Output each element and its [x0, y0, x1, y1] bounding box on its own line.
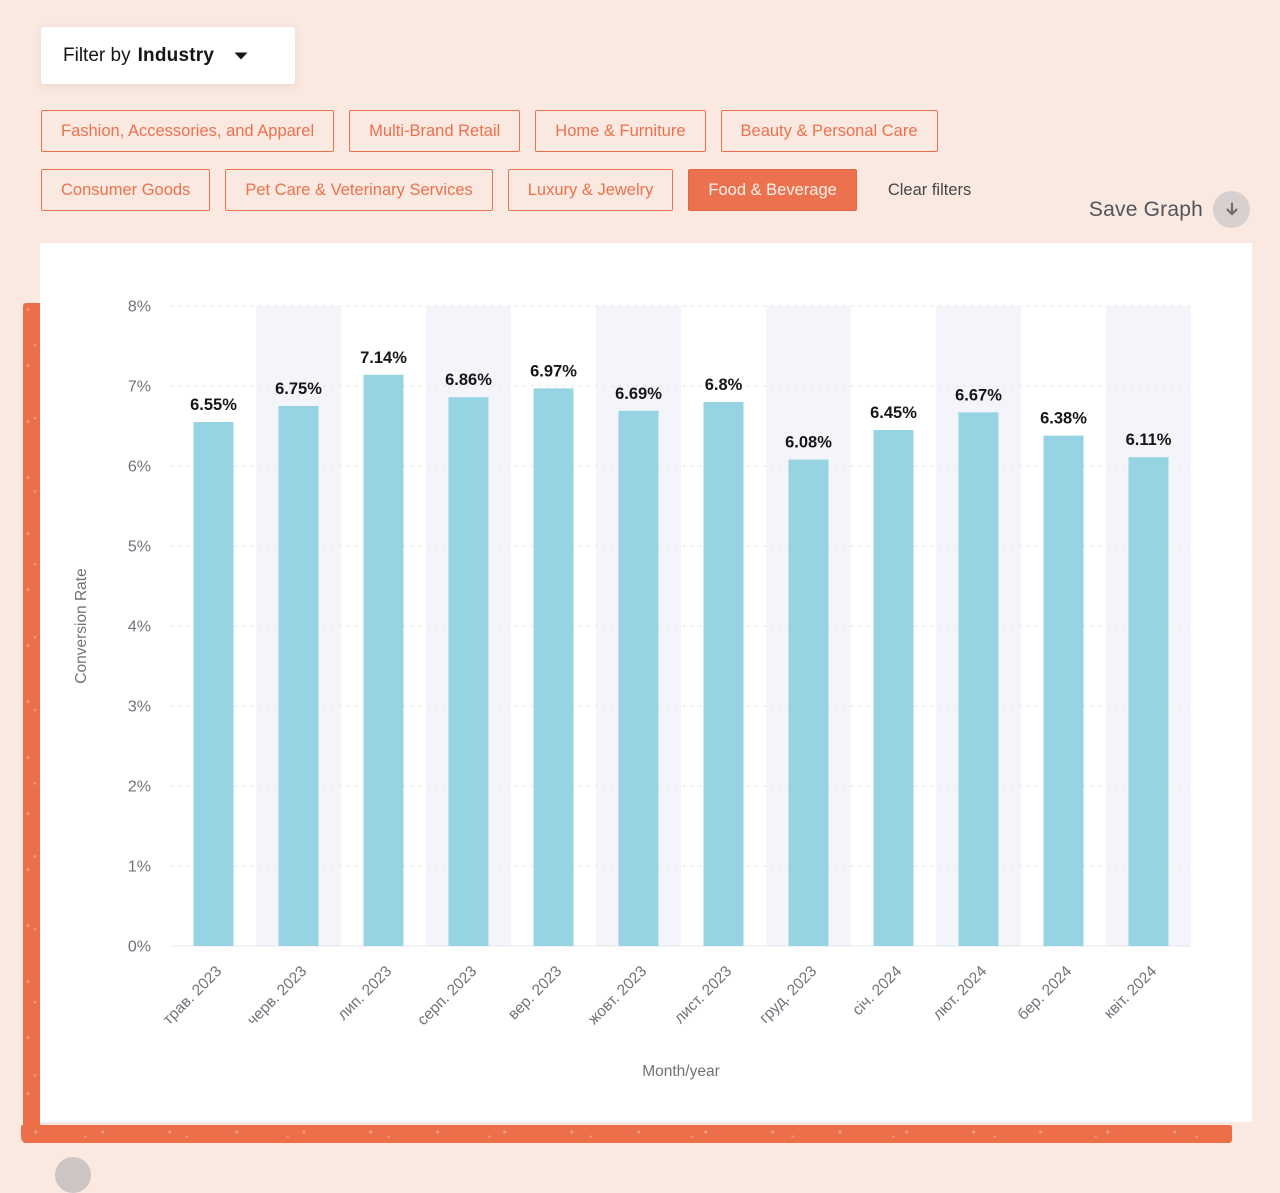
x-tick-label: лист. 2023: [671, 963, 735, 1027]
y-tick-label: 5%: [128, 539, 151, 556]
filter-chip-food-beverage[interactable]: Food & Beverage: [688, 169, 857, 211]
chart-card: 0% 1% 2% 3% 4% 5% 6% 7% 8% 6.55% трав. 2023 6.75% че…: [40, 243, 1252, 1122]
bar-value-label: 6.45%: [870, 404, 917, 422]
bar[interactable]: [958, 412, 999, 946]
download-arrow-icon: [1223, 201, 1241, 219]
bar-value-label: 6.67%: [955, 386, 1002, 404]
bar-value-label: 6.38%: [1040, 410, 1087, 428]
bar-value-label: 7.14%: [360, 349, 407, 367]
bar[interactable]: [873, 430, 914, 946]
bar-value-label: 6.08%: [785, 434, 832, 452]
y-tick-label: 4%: [128, 619, 151, 636]
brush-stroke-bottom: [21, 1125, 1232, 1143]
bar-value-label: 6.97%: [530, 362, 577, 380]
x-tick-label: січ. 2024: [849, 963, 905, 1019]
bar[interactable]: [363, 374, 404, 946]
bar-value-label: 6.55%: [190, 396, 237, 414]
save-graph-download-button[interactable]: [1213, 191, 1250, 228]
bar-value-label: 6.75%: [275, 380, 322, 398]
clear-filters-button[interactable]: Clear filters: [887, 180, 972, 199]
bar[interactable]: [703, 402, 744, 946]
filter-chip-pet-care-veterinary-services[interactable]: Pet Care & Veterinary Services: [225, 169, 493, 211]
y-tick-label: 3%: [128, 699, 151, 716]
filter-chip-luxury-jewelry[interactable]: Luxury & Jewelry: [507, 169, 674, 211]
y-tick-label: 7%: [128, 379, 151, 396]
save-graph-label: Save Graph: [1088, 197, 1203, 221]
y-axis-title: Conversion Rate: [73, 568, 90, 683]
x-tick-label: груд. 2023: [756, 963, 820, 1027]
filter-chip-beauty-personal-care[interactable]: Beauty & Personal Care: [720, 110, 938, 152]
page: Filter by Industry Fashion, Accessories,…: [21, 27, 1252, 1193]
bar[interactable]: [193, 422, 234, 946]
x-tick-label: лют. 2024: [930, 963, 991, 1024]
filter-by-value: Industry: [137, 44, 215, 66]
chat-widget-button[interactable]: [55, 1157, 91, 1193]
bar[interactable]: [788, 459, 829, 946]
conversion-rate-bar-chart: 0% 1% 2% 3% 4% 5% 6% 7% 8% 6.55% трав. 2023 6.75% че…: [73, 299, 1191, 1080]
bar-value-label: 6.11%: [1126, 431, 1172, 449]
filter-chip-fashion-accessories-and-apparel[interactable]: Fashion, Accessories, and Apparel: [41, 110, 335, 152]
x-axis-title: Month/year: [642, 1063, 720, 1080]
filter-by-dropdown[interactable]: Filter by Industry: [41, 27, 295, 84]
chevron-down-icon: [233, 51, 249, 61]
filter-chip-multi-brand-retail[interactable]: Multi-Brand Retail: [349, 110, 521, 152]
industry-filter-chips: Fashion, Accessories, and Apparel Multi-B…: [41, 110, 1086, 211]
y-tick-label: 2%: [128, 779, 151, 796]
x-tick-label: трав. 2023: [160, 963, 226, 1029]
y-tick-label: 1%: [128, 859, 151, 876]
brush-stroke-left: [23, 303, 40, 1143]
filter-chip-home-furniture[interactable]: Home & Furniture: [535, 110, 706, 152]
filter-by-prefix: Filter by: [63, 44, 131, 66]
bar[interactable]: [278, 406, 319, 946]
save-graph[interactable]: Save Graph: [1089, 191, 1250, 228]
bar[interactable]: [448, 397, 489, 946]
bar[interactable]: [1043, 435, 1084, 946]
bar[interactable]: [1128, 457, 1169, 946]
bar-value-label: 6.69%: [615, 385, 662, 403]
y-tick-label: 8%: [128, 299, 151, 316]
bar-value-label: 6.8%: [705, 376, 743, 394]
bar-value-label: 6.86%: [445, 371, 492, 389]
x-tick-label: лип. 2023: [334, 963, 395, 1024]
x-tick-label: серп. 2023: [414, 963, 480, 1029]
y-tick-label: 6%: [128, 459, 151, 476]
bar[interactable]: [618, 410, 659, 946]
x-tick-label: черв. 2023: [244, 963, 310, 1029]
x-tick-label: вер. 2023: [505, 963, 565, 1023]
x-tick-label: жовт. 2023: [585, 963, 650, 1028]
filter-chip-consumer-goods[interactable]: Consumer Goods: [41, 169, 211, 211]
x-tick-label: бер. 2024: [1014, 963, 1075, 1024]
x-tick-label: квіт. 2024: [1101, 963, 1161, 1023]
bar[interactable]: [533, 388, 574, 946]
y-tick-label: 0%: [128, 939, 151, 956]
